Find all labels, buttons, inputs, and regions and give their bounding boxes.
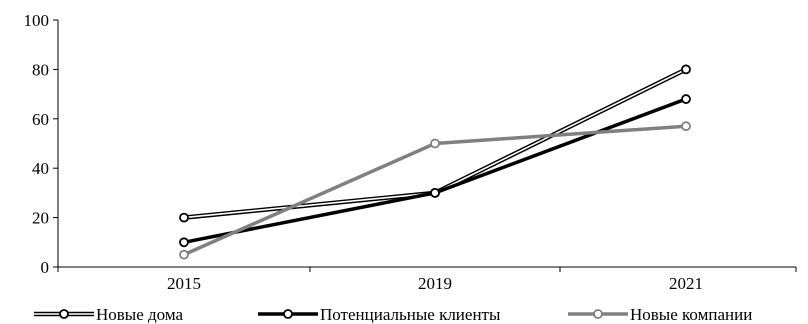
- data-point: [179, 212, 189, 223]
- data-point: [179, 249, 189, 260]
- legend: Новые дома Потенциальные клиенты Новые ком…: [34, 305, 752, 324]
- legend-marker: [59, 309, 69, 319]
- data-point: [430, 138, 440, 149]
- data-point: [681, 121, 691, 132]
- legend-label: Потенциальные клиенты: [320, 305, 501, 324]
- legend-marker: [593, 309, 603, 319]
- data-point: [681, 94, 691, 104]
- data-point: [681, 64, 691, 75]
- x-tick-label: 2021: [669, 274, 703, 293]
- x-ticks: 2015 2019 2021: [57, 267, 797, 293]
- series-layer: [179, 64, 691, 260]
- x-tick-label: 2019: [418, 274, 452, 293]
- legend-marker: [283, 309, 293, 319]
- data-point: [179, 237, 189, 248]
- legend-label: Новые дома: [96, 305, 183, 324]
- y-tick-label: 0: [41, 258, 50, 277]
- x-tick-label: 2015: [167, 274, 201, 293]
- y-tick-label: 60: [32, 110, 49, 129]
- y-tick-label: 40: [32, 159, 49, 178]
- y-tick-label: 100: [24, 11, 50, 30]
- y-ticks: 0 20 40 60 80 100: [24, 11, 58, 277]
- y-tick-label: 80: [32, 60, 49, 79]
- data-point: [430, 187, 440, 198]
- y-tick-label: 20: [32, 209, 49, 228]
- legend-label: Новые компании: [630, 305, 752, 324]
